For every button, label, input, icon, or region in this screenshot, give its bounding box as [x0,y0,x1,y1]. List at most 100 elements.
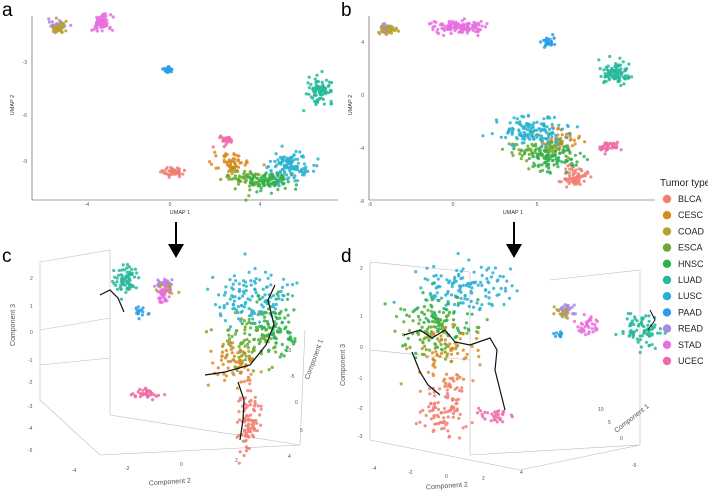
point-luad [644,340,649,344]
point-cesc [235,360,240,364]
point-luad [125,287,129,291]
point-blca [248,382,252,386]
point-paad [165,68,170,72]
point-cesc [222,372,226,376]
point-lusc [540,139,544,143]
point-lusc [293,179,297,183]
point-blca [456,397,460,401]
point-luad [647,329,651,333]
point-lusc [541,128,545,132]
point-blca [429,402,433,406]
point-stad [100,29,104,33]
point-cesc [248,378,252,382]
point-hnsc [557,159,561,163]
point-cesc [443,327,447,331]
point-blca [568,176,572,180]
point-hnsc [262,319,266,323]
point-lusc [447,281,451,285]
point-lusc [293,157,297,161]
point-cesc [231,358,235,362]
point-blca [443,384,447,389]
point-paad [146,312,150,316]
point-esca [475,325,479,329]
point-luad [613,77,618,81]
point-lusc [436,277,440,281]
point-lusc [523,137,527,141]
point-cesc [449,348,453,352]
point-luad [639,320,643,325]
point-stad [458,26,462,30]
point-hnsc [531,154,536,158]
point-luad [306,81,310,85]
point-blca [255,421,259,425]
point-lusc [222,306,226,310]
point-cesc [232,354,236,358]
point-luad [130,267,134,271]
point-lusc [292,165,296,169]
point-cesc [220,354,224,358]
point-blca [445,396,450,400]
point-lusc [515,289,519,293]
point-ucec [509,413,513,417]
point-luad [619,83,623,88]
panel-b-xlabel: UMAP 1 [503,210,523,216]
point-lusc [480,273,484,277]
point-lusc [546,133,551,137]
point-ucec [223,138,227,142]
point-hnsc [444,307,448,311]
point-cesc [465,352,469,356]
point-lusc [315,164,319,168]
point-lusc [290,294,295,298]
point-esca [243,180,247,184]
point-lusc [535,135,539,139]
point-ucec [494,413,498,417]
point-lusc [528,137,532,141]
point-stad [591,330,595,334]
point-lusc [493,266,497,270]
point-ucec [493,410,497,414]
point-cesc [556,127,560,131]
point-luad [324,78,328,82]
point-luad [311,87,315,91]
point-esca [252,338,256,342]
point-luad [315,73,319,77]
legend-swatch-luad [662,275,672,285]
point-stad [480,24,484,28]
point-luad [631,333,636,337]
point-coad [54,16,59,20]
panel-d-zlabel: Component 1 [613,403,651,434]
panel-c-frame [39,249,306,456]
point-lusc [211,275,215,279]
point-cesc [454,347,458,351]
point-hnsc [570,164,574,168]
point-hnsc [264,171,268,175]
point-blca [447,382,451,386]
point-hnsc [582,154,586,159]
point-lusc [286,158,291,162]
point-coad [60,30,64,34]
point-stad [454,20,458,24]
point-luad [312,93,316,97]
point-coad [387,29,392,33]
point-esca [500,147,505,151]
panel-d-scatter [383,252,667,440]
legend-swatch-ucec [662,356,672,366]
point-cesc [438,340,442,344]
point-hnsc [565,170,569,174]
point-hnsc [455,334,459,338]
point-lusc [508,267,513,271]
point-esca [512,147,516,151]
point-cesc [231,346,235,350]
point-cesc [226,359,230,364]
point-cesc [477,355,481,359]
point-luad [608,69,612,73]
panel-b-ytick: -8 [360,199,365,205]
point-hnsc [568,157,572,161]
point-luad [314,83,318,87]
legend-label-blca: BLCA [678,194,702,204]
point-hnsc [283,186,287,190]
point-ucec [143,387,148,391]
point-hnsc [274,182,278,186]
point-esca [240,175,244,179]
point-stad [108,25,112,29]
